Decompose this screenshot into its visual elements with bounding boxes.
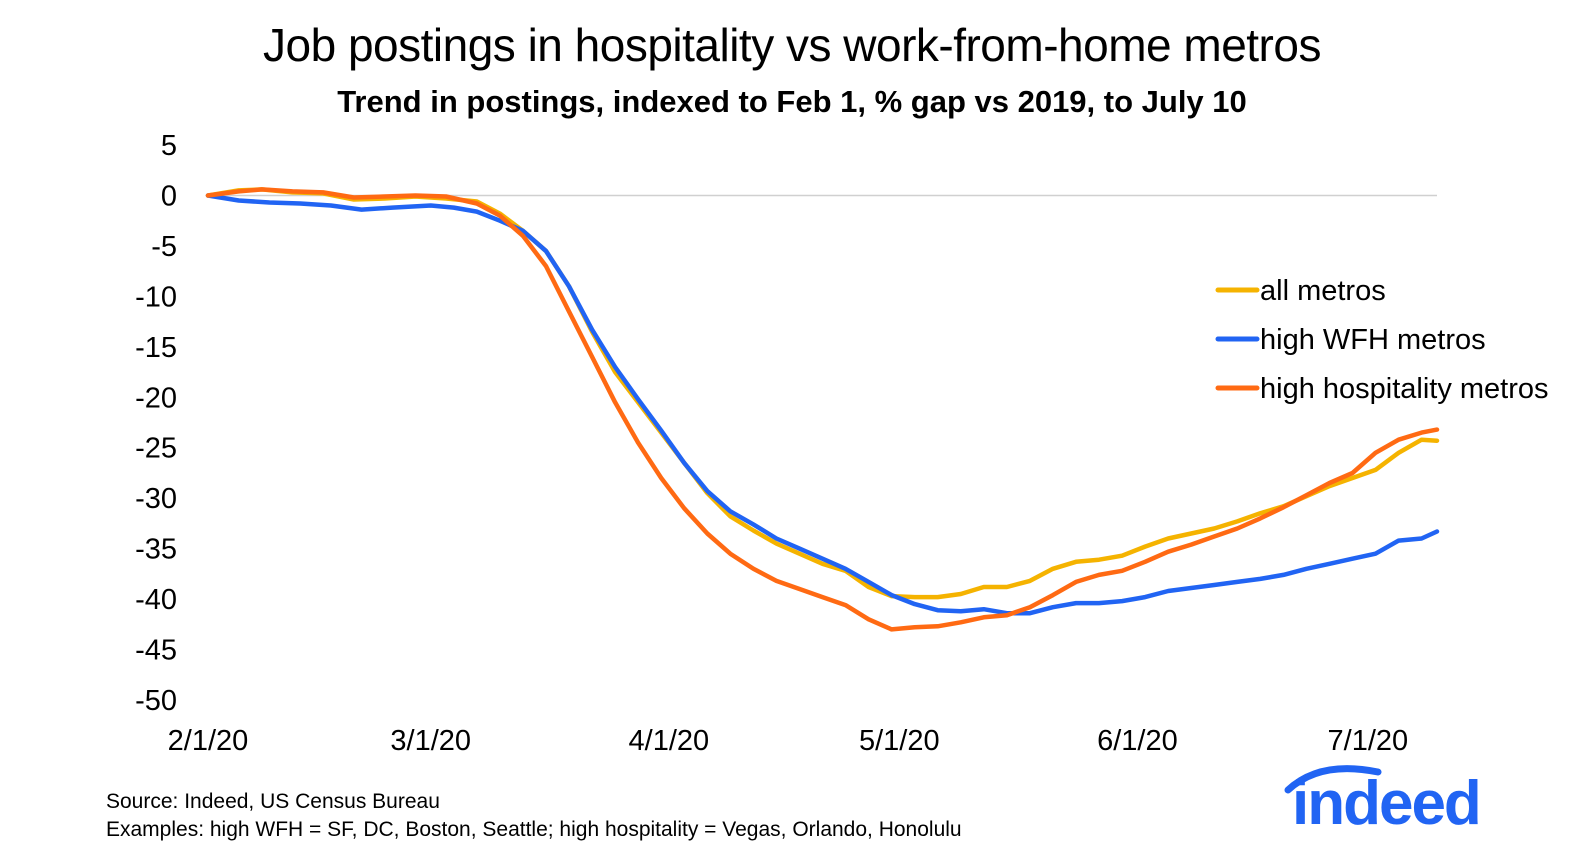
x-tick-label: 3/1/20 <box>390 725 471 757</box>
x-tick-label: 4/1/20 <box>629 725 710 757</box>
chart-subtitle: Trend in postings, indexed to Feb 1, % g… <box>337 84 1247 119</box>
series-lines <box>205 187 1440 632</box>
y-tick-label: -5 <box>151 231 177 263</box>
y-axis-tick-labels: 5 0 -5 -10 -15 -20 -25 -30 -35 -40 -45 -50 <box>135 130 177 717</box>
x-tick-label: 5/1/20 <box>859 725 940 757</box>
y-tick-label: -50 <box>135 685 177 717</box>
y-tick-label: -40 <box>135 584 177 616</box>
x-tick-label: 6/1/20 <box>1097 725 1178 757</box>
y-tick-label: -10 <box>135 281 177 313</box>
y-tick-label: 0 <box>161 180 177 212</box>
indeed-logo: indeed <box>1284 765 1482 838</box>
y-tick-label: -45 <box>135 635 177 667</box>
chart-title: Job postings in hospitality vs work-from… <box>263 19 1321 71</box>
x-tick-label: 2/1/20 <box>168 725 249 757</box>
indeed-logo-arc <box>1284 765 1382 794</box>
legend-label-all-metros: all metros <box>1260 275 1386 307</box>
x-tick-label: 7/1/20 <box>1328 725 1409 757</box>
indeed-logo-wordmark: indeed <box>1292 769 1480 838</box>
examples-note: Examples: high WFH = SF, DC, Boston, Sea… <box>106 818 962 841</box>
series-line-high-hospitality-metros <box>205 187 1440 632</box>
x-axis-tick-labels: 2/1/20 3/1/20 4/1/20 5/1/20 6/1/20 7/1/20 <box>168 725 1409 757</box>
y-tick-label: -15 <box>135 332 177 364</box>
legend-label-high-hospitality-metros: high hospitality metros <box>1260 373 1549 405</box>
legend-label-high-wfh-metros: high WFH metros <box>1260 324 1486 356</box>
series-line-all-metros <box>205 187 1440 600</box>
y-tick-label: -25 <box>135 433 177 465</box>
legend: all metros high WFH metros high hospitalit… <box>1215 275 1549 405</box>
y-tick-label: -35 <box>135 534 177 566</box>
y-tick-label: -30 <box>135 483 177 515</box>
y-tick-label: -20 <box>135 382 177 414</box>
series-line-high-wfh-metros <box>205 193 1440 616</box>
source-note: Source: Indeed, US Census Bureau <box>106 790 440 813</box>
y-tick-label: 5 <box>161 130 177 162</box>
